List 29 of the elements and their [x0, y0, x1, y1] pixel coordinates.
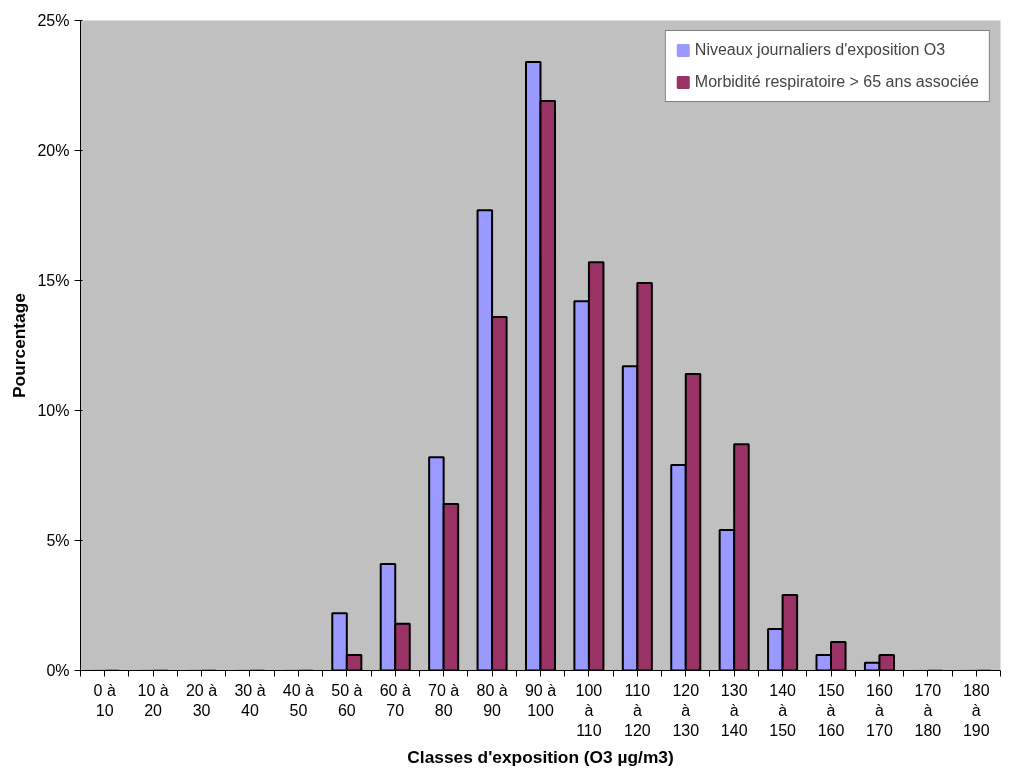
x-tick-label: 90 à 100 [524, 681, 557, 719]
x-tick-label: 50 à 60 [331, 681, 363, 719]
x-tick-label: 170 à 180 [914, 681, 942, 740]
x-tick-label: 160 à 170 [866, 681, 893, 740]
x-tick-label: 120 à 130 [672, 681, 700, 740]
x-tick-label: 110 à 120 [623, 681, 651, 740]
x-tick-label: 150 à 160 [817, 681, 845, 740]
y-tick-label: 15% [37, 272, 70, 289]
x-tick-label: 80 à 90 [476, 681, 508, 719]
legend-label: Morbidité respiratoire > 65 ans associée [694, 73, 979, 91]
x-tick-label: 70 à 80 [428, 681, 460, 719]
x-tick-label: 60 à 70 [379, 681, 411, 719]
legend-label: Niveaux journaliers d'exposition O3 [694, 41, 946, 59]
x-tick-label: 180 à 190 [962, 681, 990, 740]
x-tick-label: 140 à 150 [769, 681, 797, 740]
y-tick-label: 20% [37, 142, 70, 159]
x-tick-label: 40 à 50 [282, 681, 315, 719]
y-tick-label: 5% [46, 532, 70, 549]
y-tick-label: 0% [46, 662, 70, 679]
y-tick-label: 25% [37, 12, 70, 29]
y-axis-title: Pourcentage [9, 292, 30, 398]
x-tick-label: 20 à 30 [185, 681, 218, 719]
y-tick-label: 10% [37, 402, 70, 419]
x-tick-label: 100 à 110 [575, 681, 603, 740]
x-tick-label: 10 à 20 [137, 681, 169, 719]
x-tick-label: 30 à 40 [234, 681, 266, 719]
x-tick-label: 130 à 140 [720, 681, 748, 740]
x-axis-title: Classes d'exposition (O3 µg/m3) [407, 747, 674, 768]
x-tick-label: 0 à 10 [93, 681, 116, 719]
